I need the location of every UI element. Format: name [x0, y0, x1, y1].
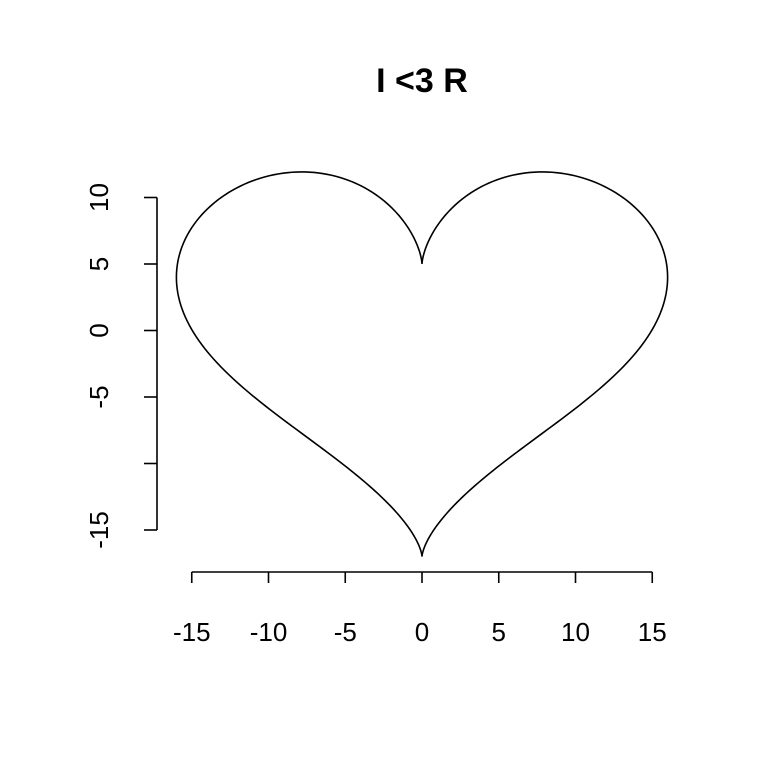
x-tick-label: 10 [561, 617, 590, 647]
x-tick-label: -10 [250, 617, 288, 647]
x-axis: -15 -10 -5 0 5 10 15 [173, 571, 667, 647]
x-tick-label: -15 [173, 617, 211, 647]
y-axis: -15 -5 0 5 10 [84, 183, 158, 549]
x-tick-label: 15 [638, 617, 667, 647]
heart-curve [175, 171, 669, 557]
x-tick-label: -5 [334, 617, 357, 647]
x-tick-label: 0 [415, 617, 429, 647]
y-tick-label: 0 [84, 323, 114, 337]
y-tick-label: -15 [84, 511, 114, 549]
x-tick-label: 5 [492, 617, 506, 647]
y-tick-label: 5 [84, 257, 114, 271]
y-tick-label: -5 [84, 385, 114, 408]
y-tick-label: 10 [84, 183, 114, 212]
chart-title: I <3 R [376, 62, 468, 100]
